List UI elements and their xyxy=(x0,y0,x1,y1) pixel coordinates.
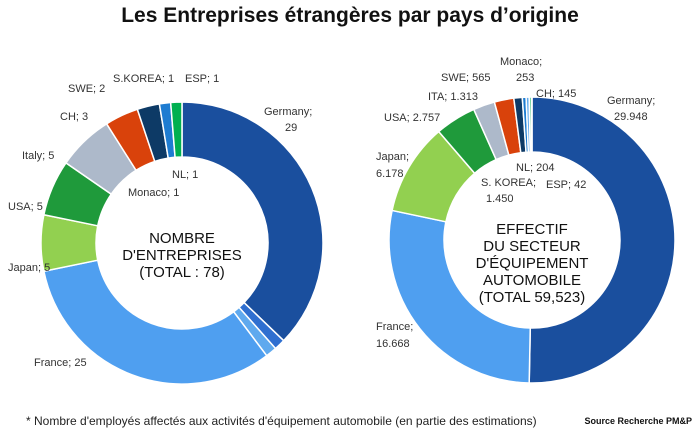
label-germany-value: 29 xyxy=(285,122,297,134)
center-line-2: DU SECTEUR xyxy=(483,238,581,255)
label-germany-value: 29.948 xyxy=(614,111,648,123)
label-nl: NL; 204 xyxy=(516,162,555,174)
slice-france xyxy=(42,259,268,385)
source-note: Source Recherche PM&P xyxy=(584,416,692,426)
label-monaco: Monaco; 1 xyxy=(128,187,179,199)
label-monaco-value: 253 xyxy=(516,72,534,84)
label-italy: Italy; 5 xyxy=(22,150,54,162)
label-germany-name: Germany; xyxy=(607,95,655,107)
center-line-1: EFFECTIF xyxy=(496,221,568,238)
center-line-3: (TOTAL : 78) xyxy=(139,264,225,281)
center-text-right: EFFECTIF DU SECTEUR D'ÉQUIPEMENT AUTOMOB… xyxy=(476,221,589,306)
slice-germany xyxy=(181,101,324,342)
labels-right: Monaco; 253 SWE; 565 ITA; 1.313 CH; 145 … xyxy=(376,56,655,350)
label-ch: CH; 3 xyxy=(60,111,88,123)
label-esp: ESP; 1 xyxy=(185,73,219,85)
label-ita: ITA; 1.313 xyxy=(428,91,478,103)
label-germany-name: Germany; xyxy=(264,106,312,118)
slice-esp xyxy=(530,96,533,153)
label-skorea: S.KOREA; 1 xyxy=(113,73,174,85)
label-skorea-value: 1.450 xyxy=(486,193,514,205)
label-japan: Japan; 5 xyxy=(8,262,50,274)
label-swe: SWE; 565 xyxy=(441,72,491,84)
label-esp: ESP; 42 xyxy=(546,179,586,191)
slice-esp xyxy=(169,101,183,159)
label-france-name: France; xyxy=(376,321,413,333)
label-usa: USA; 2.757 xyxy=(384,112,440,124)
slice-germany xyxy=(528,96,676,384)
label-usa: USA; 5 xyxy=(8,201,43,213)
label-ch: CH; 145 xyxy=(536,88,576,100)
center-line-1: NOMBRE xyxy=(149,230,215,247)
center-line-2: D'ENTREPRISES xyxy=(122,247,242,264)
label-france-value: 16.668 xyxy=(376,338,410,350)
donut-company-count xyxy=(40,101,324,385)
label-swe: SWE; 2 xyxy=(68,83,105,95)
labels-left: Germany; 29 NL; 1 Monaco; 1 France; 25 J… xyxy=(8,73,312,369)
label-monaco-name: Monaco; xyxy=(500,56,542,68)
center-line-4: AUTOMOBILE xyxy=(483,272,581,289)
label-france: France; 25 xyxy=(34,357,87,369)
label-skorea-name: S. KOREA; xyxy=(481,177,536,189)
center-line-3: D'ÉQUIPEMENT xyxy=(476,255,589,272)
slice-france xyxy=(388,209,532,384)
center-line-5: (TOTAL 59,523) xyxy=(479,289,585,306)
footnote: * Nombre d'employés affectés aux activit… xyxy=(26,414,537,428)
center-text-left: NOMBRE D'ENTREPRISES (TOTAL : 78) xyxy=(122,230,242,281)
label-nl: NL; 1 xyxy=(172,169,198,181)
chart-title: Les Entreprises étrangères par pays d’or… xyxy=(121,4,579,27)
label-japan-value: 6.178 xyxy=(376,168,404,180)
label-japan-name: Japan; xyxy=(376,151,409,163)
donut-employee-count xyxy=(388,96,676,384)
